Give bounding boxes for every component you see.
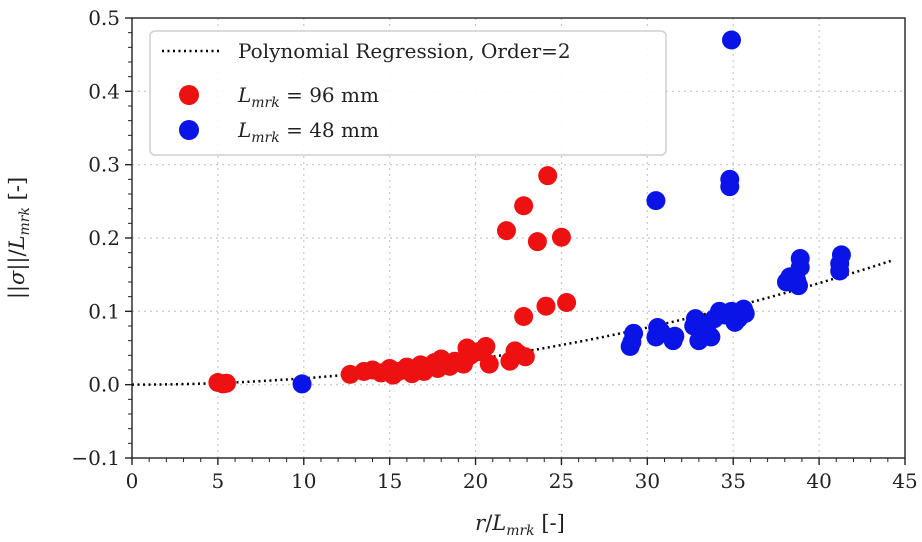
- axis-ticks: [125, 17, 906, 465]
- x-tick-label: 45: [892, 469, 917, 493]
- y-tick-label: 0.5: [88, 6, 120, 30]
- data-point: [515, 347, 535, 367]
- data-point: [479, 354, 499, 374]
- legend-fit-label: Polynomial Regression, Order=2: [238, 39, 571, 63]
- data-point: [831, 245, 851, 265]
- legend: Polynomial Regression, Order=2 Lmrk = 96…: [149, 30, 667, 156]
- data-point: [624, 323, 644, 343]
- legend-box: [149, 30, 667, 156]
- data-points: [208, 30, 851, 394]
- data-point: [538, 166, 558, 186]
- data-point: [292, 374, 312, 394]
- x-tick-label: 15: [377, 469, 402, 493]
- regression-curve-layer: [131, 258, 894, 386]
- legend-marker-48mm: [179, 120, 199, 140]
- data-point: [735, 304, 755, 324]
- data-point: [514, 306, 534, 326]
- data-point: [701, 327, 721, 347]
- x-tick-label: 30: [635, 469, 660, 493]
- series-48mm: [292, 30, 851, 394]
- y-tick-label: 0.0: [88, 373, 120, 397]
- data-point: [496, 221, 516, 241]
- data-point: [213, 374, 233, 394]
- y-tick-label: 0.2: [88, 226, 120, 250]
- x-tick-label: 0: [126, 469, 139, 493]
- data-point: [646, 191, 666, 211]
- data-point: [720, 169, 740, 189]
- data-point: [665, 326, 685, 346]
- x-tick-label: 5: [212, 469, 225, 493]
- x-tick-label: 25: [549, 469, 574, 493]
- x-tick-label: 40: [806, 469, 831, 493]
- legend-label-96mm: Lmrk = 96 mm: [237, 83, 379, 111]
- x-tick-label: 20: [463, 469, 488, 493]
- x-axis-label: r/Lmrk [-]: [475, 511, 565, 539]
- series-96mm: [208, 166, 577, 394]
- data-point: [527, 232, 547, 252]
- data-point: [790, 249, 810, 269]
- data-point: [557, 293, 577, 313]
- data-point: [536, 296, 556, 316]
- y-tick-label: 0.3: [88, 153, 120, 177]
- x-tick-label: 10: [291, 469, 316, 493]
- data-point: [722, 30, 741, 50]
- y-tick-label: −0.1: [71, 446, 120, 470]
- regression-curve: [131, 258, 894, 386]
- data-point: [551, 227, 571, 247]
- y-axis-label: ||σ||/Lmrk [-]: [5, 177, 33, 299]
- data-point: [789, 276, 808, 296]
- y-tick-label: 0.1: [88, 299, 120, 323]
- legend-marker-96mm: [179, 85, 199, 105]
- data-point: [476, 337, 496, 357]
- y-tick-label: 0.4: [88, 79, 120, 103]
- legend-label-48mm: Lmrk = 48 mm: [237, 118, 379, 146]
- x-tick-label: 35: [720, 469, 745, 493]
- axis-tick-labels: 0 5 10 15 20 25 30 35 40 45 −0.1 0.0 0.1 0.2 0.3 0.4 0.5: [71, 6, 917, 493]
- data-point: [514, 196, 534, 216]
